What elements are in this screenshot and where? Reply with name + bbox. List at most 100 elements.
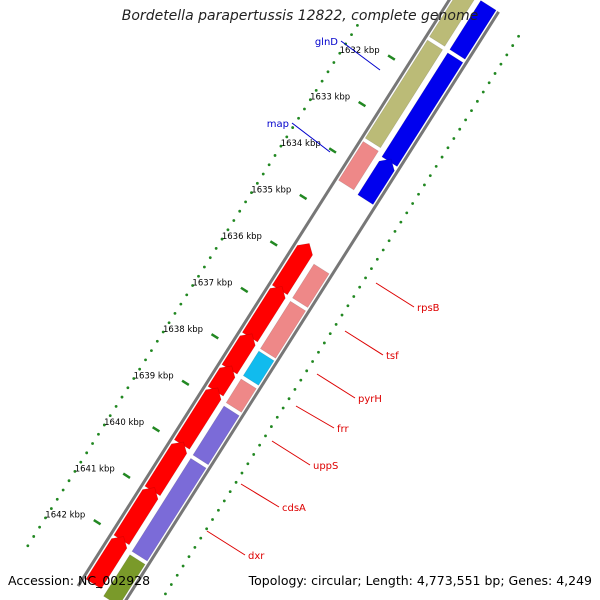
gc-dot — [387, 239, 391, 243]
tick-label: 1633 kbp — [310, 93, 350, 103]
gene-leader-line — [316, 373, 356, 399]
gc-dot — [214, 246, 218, 250]
gc-dot — [405, 211, 409, 215]
gc-dot — [181, 564, 185, 568]
cds-feature — [357, 158, 395, 205]
gc-dot — [169, 583, 173, 586]
gc-dot — [185, 293, 189, 297]
backbone-arc — [76, 0, 500, 600]
gene-leader-line — [240, 483, 280, 508]
gc-dot — [85, 451, 89, 455]
gc-dot — [255, 181, 259, 185]
gc-dot — [311, 360, 314, 363]
gc-dot — [73, 470, 77, 473]
gc-dot — [26, 544, 30, 548]
gc-dot — [79, 460, 83, 464]
gc-dot — [208, 256, 212, 260]
tick-label: 1642 kbp — [45, 511, 85, 521]
gene-leader-line — [291, 122, 331, 153]
gc-dot — [120, 395, 124, 399]
gc-dot — [411, 202, 415, 205]
gene-labels: glnD map rpsB tsf pyrH frr uppS cdsA dxr — [206, 37, 440, 562]
backbone-line — [124, 10, 500, 600]
gene-leader-line — [340, 40, 381, 71]
gc-dot — [291, 126, 295, 129]
gc-dot — [49, 507, 53, 510]
gc-dot — [102, 423, 106, 427]
gc-dot — [317, 350, 320, 354]
gc-dot — [440, 155, 444, 159]
gc-dot — [487, 81, 491, 85]
gc-dot — [303, 107, 306, 111]
cds-feature — [259, 300, 307, 359]
gc-dot — [326, 70, 330, 74]
gene-leader-line — [344, 330, 384, 356]
gc-dot — [246, 462, 250, 466]
cds-feature — [449, 0, 497, 60]
gene-label-rpsb: rpsB — [417, 303, 440, 314]
gene-leader-line — [206, 530, 246, 556]
tick-label: 1635 kbp — [251, 185, 291, 195]
gc-dot — [370, 267, 373, 270]
gc-dot — [150, 349, 153, 352]
gc-dot — [97, 432, 100, 436]
tick-label: 1632 kbp — [340, 46, 380, 56]
tick-label: 1641 kbp — [75, 464, 115, 474]
tick-label: 1638 kbp — [163, 325, 203, 335]
cds-feature — [242, 350, 275, 386]
gene-leader-line — [271, 440, 311, 466]
gene-label-cdsa: cdsA — [282, 503, 306, 514]
gc-dot — [114, 404, 118, 408]
gc-dot — [505, 53, 509, 57]
gc-dot — [175, 573, 179, 577]
gc-dot — [269, 425, 273, 428]
gc-dot — [228, 490, 232, 494]
cds-feature — [381, 52, 464, 167]
gc-dot — [155, 339, 159, 343]
gc-dot — [275, 415, 279, 419]
gc-dot — [179, 302, 183, 306]
cds-feature — [292, 263, 330, 308]
cds-feature — [364, 39, 444, 149]
tick-label: 1637 kbp — [192, 278, 232, 288]
gc-dot — [164, 592, 167, 596]
gene-label-glnd: glnD — [315, 37, 338, 48]
gc-dot — [132, 377, 136, 380]
gc-dot — [328, 332, 332, 336]
gc-dot — [273, 154, 277, 157]
gc-dot — [161, 330, 165, 334]
cds-feature — [429, 0, 475, 47]
gc-dot — [399, 220, 403, 224]
backbone-line — [76, 0, 451, 587]
gc-dot — [299, 378, 303, 382]
gc-dot — [381, 248, 385, 252]
tick-mark — [269, 240, 278, 247]
gc-dot — [264, 434, 267, 438]
gc-dot — [126, 386, 130, 390]
cds-feature — [131, 457, 207, 562]
gc-dot — [332, 61, 336, 64]
gc-dot — [250, 191, 253, 195]
gc-dot — [279, 144, 283, 148]
gc-dot — [417, 192, 420, 196]
gc-dot — [511, 44, 515, 47]
gene-label-upps: uppS — [313, 461, 338, 472]
gc-dot — [211, 518, 214, 521]
tick-mark — [181, 379, 190, 387]
gc-dot — [346, 304, 350, 308]
gc-dot — [470, 109, 473, 113]
gc-dot — [293, 388, 297, 391]
gc-dot — [322, 341, 326, 345]
gc-dot — [205, 527, 209, 531]
feature-track — [85, 0, 497, 600]
gc-dot — [232, 219, 236, 222]
gc-dot — [314, 88, 318, 92]
gc-dot — [364, 276, 367, 280]
gene-leader-line — [375, 282, 415, 308]
gc-dot — [187, 555, 191, 559]
gene-leader-line — [295, 405, 335, 429]
gc-dot — [138, 367, 142, 371]
gc-dot — [193, 545, 197, 549]
gc-dot — [222, 499, 226, 503]
